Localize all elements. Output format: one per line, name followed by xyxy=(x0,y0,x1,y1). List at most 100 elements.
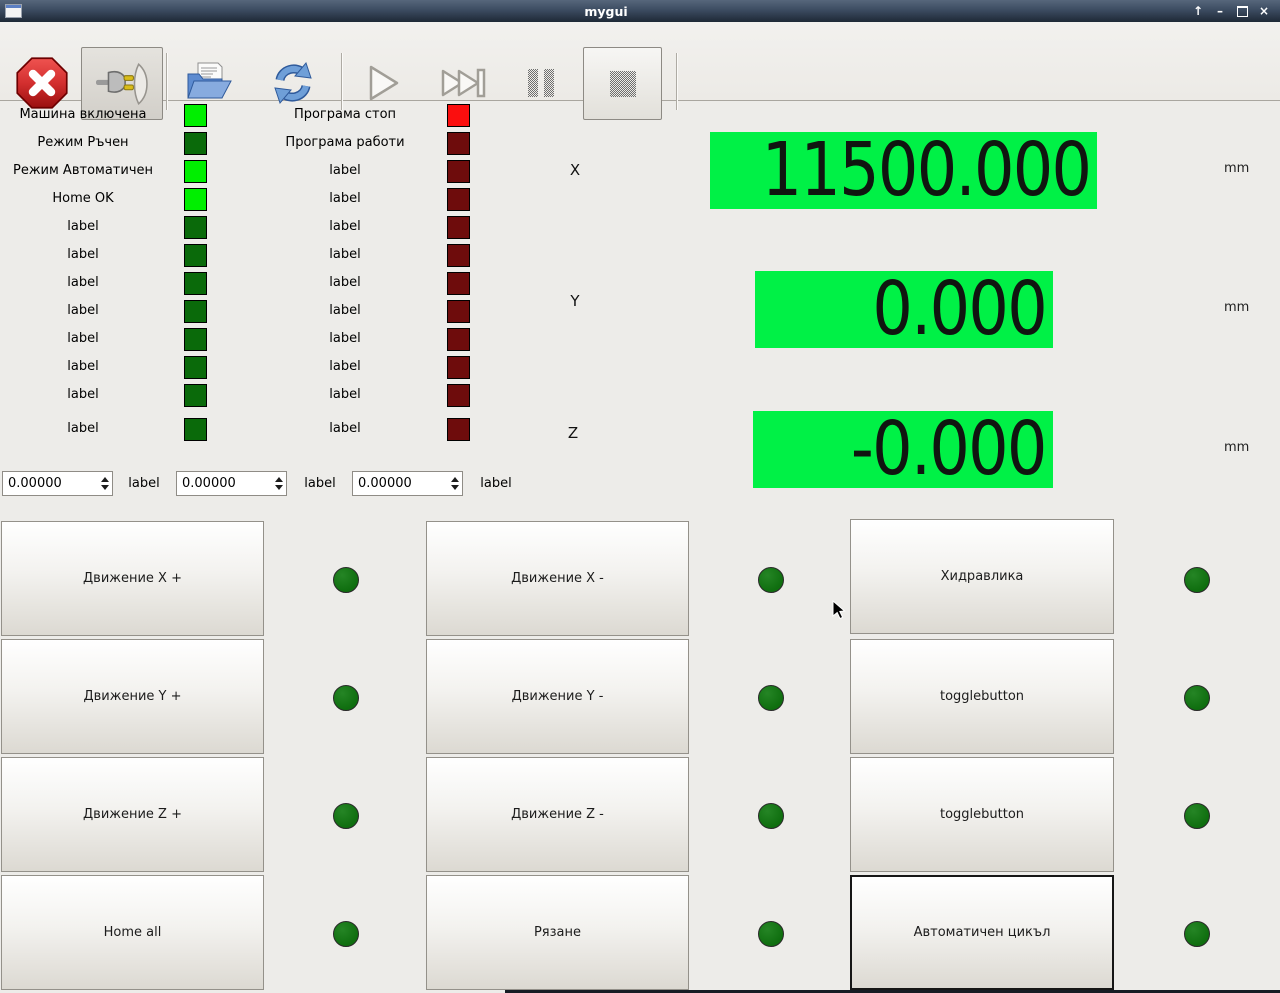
auto-cycle-button[interactable]: Автоматичен цикъл xyxy=(850,875,1114,990)
open-folder-icon xyxy=(186,62,232,98)
status-label: label xyxy=(329,247,361,262)
square-led xyxy=(184,418,207,441)
dro-unit-label-y: mm xyxy=(1224,300,1250,315)
spin-up-icon xyxy=(100,477,109,482)
toggle-button-1[interactable]: togglebutton xyxy=(850,639,1114,754)
dro-axis-label-x: X xyxy=(569,161,581,179)
hydraulics-button[interactable]: Хидравлика xyxy=(850,519,1114,634)
reload-button[interactable] xyxy=(259,47,326,118)
square-led xyxy=(184,244,207,267)
status-label: Машина включена xyxy=(19,107,147,122)
play-icon xyxy=(369,65,399,100)
spinbox-arrows-1[interactable] xyxy=(97,472,112,495)
status-label: label xyxy=(67,247,99,262)
square-led xyxy=(447,272,470,295)
spinbox-2 xyxy=(176,471,287,496)
square-led xyxy=(447,104,470,127)
square-led xyxy=(447,132,470,155)
titlebar: mygui ↑ – × xyxy=(0,0,1280,22)
jog-x-plus-button[interactable]: Движение X + xyxy=(1,521,264,636)
square-led xyxy=(184,300,207,323)
spin-up-icon xyxy=(450,477,459,482)
square-led xyxy=(184,328,207,351)
close-button[interactable]: × xyxy=(1258,4,1270,18)
spinbox-label-2: label xyxy=(304,476,336,491)
square-led xyxy=(184,104,207,127)
skip-forward-icon xyxy=(441,68,485,97)
square-led xyxy=(184,188,207,211)
square-led xyxy=(447,244,470,267)
dro-axis-label-y: Y xyxy=(570,292,580,310)
quit-button[interactable] xyxy=(9,47,75,118)
dro-value-z: -0.000 xyxy=(851,411,1048,488)
spinbox-input-3[interactable] xyxy=(353,472,447,495)
pause-button[interactable] xyxy=(509,47,573,118)
status-label: label xyxy=(67,219,99,234)
window-title: mygui xyxy=(584,3,628,19)
square-led xyxy=(447,160,470,183)
window-menu-icon[interactable] xyxy=(5,4,22,18)
square-led xyxy=(447,300,470,323)
round-led-indicator xyxy=(758,803,784,829)
run-button[interactable] xyxy=(349,47,415,118)
open-file-button[interactable] xyxy=(174,47,241,118)
square-led xyxy=(184,160,207,183)
square-led xyxy=(184,216,207,239)
round-led-indicator xyxy=(1184,685,1210,711)
dro-value-display-x: 11500.000 xyxy=(710,132,1097,209)
spinbox-3 xyxy=(352,471,463,496)
status-label: Режим Ръчен xyxy=(37,135,129,150)
round-led-indicator xyxy=(333,921,359,947)
minimize-button[interactable]: – xyxy=(1217,4,1223,18)
round-led-indicator xyxy=(758,921,784,947)
status-label: label xyxy=(329,387,361,402)
step-button[interactable] xyxy=(429,47,496,118)
jog-x-minus-button[interactable]: Движение X - xyxy=(426,521,689,636)
round-led-indicator xyxy=(333,567,359,593)
status-label: label xyxy=(329,359,361,374)
status-label: label xyxy=(67,359,99,374)
spinbox-1 xyxy=(2,471,113,496)
dro-value-display-y: 0.000 xyxy=(755,271,1053,348)
square-led xyxy=(447,384,470,407)
spinbox-input-2[interactable] xyxy=(177,472,271,495)
stop-square-icon xyxy=(609,70,636,97)
dro-value-display-z: -0.000 xyxy=(753,411,1053,488)
round-led-indicator xyxy=(333,685,359,711)
toolbar-separator xyxy=(166,53,167,110)
jog-z-plus-button[interactable]: Движение Z + xyxy=(1,757,264,872)
toolbar-separator xyxy=(341,53,342,110)
background-strip xyxy=(505,990,1280,993)
round-led-indicator xyxy=(333,803,359,829)
status-label: label xyxy=(329,421,361,436)
spinbox-input-1[interactable] xyxy=(3,472,97,495)
status-label: label xyxy=(329,163,361,178)
jog-y-plus-button[interactable]: Движение Y + xyxy=(1,639,264,754)
connect-machine-toggle[interactable] xyxy=(81,47,163,120)
stop-toggle-button[interactable] xyxy=(583,47,662,120)
shade-button[interactable]: ↑ xyxy=(1192,4,1204,18)
jog-z-minus-button[interactable]: Движение Z - xyxy=(426,757,689,872)
spinbox-arrows-3[interactable] xyxy=(447,472,462,495)
status-label: label xyxy=(329,275,361,290)
mouse-cursor xyxy=(832,600,846,620)
dro-axis-label-z: Z xyxy=(567,424,579,442)
maximize-icon xyxy=(1236,5,1248,17)
round-led-indicator xyxy=(1184,803,1210,829)
maximize-button[interactable] xyxy=(1234,3,1250,19)
status-label: Програма стоп xyxy=(293,107,397,122)
jog-y-minus-button[interactable]: Движение Y - xyxy=(426,639,689,754)
toggle-button-2[interactable]: togglebutton xyxy=(850,757,1114,872)
dro-unit-label-z: mm xyxy=(1224,440,1250,455)
spinbox-arrows-2[interactable] xyxy=(271,472,286,495)
status-label: label xyxy=(329,331,361,346)
spin-down-icon xyxy=(450,485,459,490)
status-label: Програма работи xyxy=(285,135,405,150)
toolbar xyxy=(0,22,1280,120)
status-label: label xyxy=(67,275,99,290)
stop-sign-icon xyxy=(16,56,68,109)
square-led xyxy=(184,272,207,295)
cutting-button[interactable]: Рязане xyxy=(426,875,689,990)
status-label: Режим Автоматичен xyxy=(13,163,153,178)
home-all-button[interactable]: Home all xyxy=(1,875,264,990)
